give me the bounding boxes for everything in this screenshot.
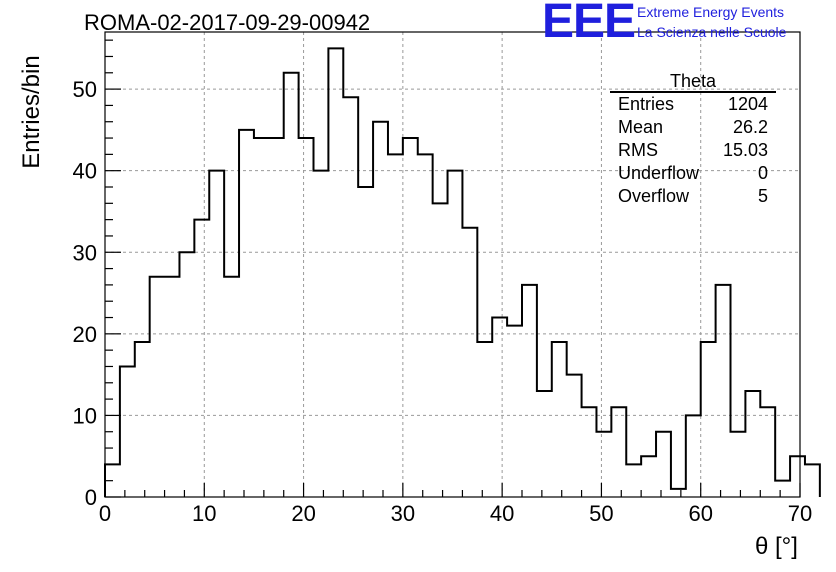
x-tick-label: 30 [391,501,415,526]
stats-label: RMS [618,140,658,160]
stats-value: 26.2 [732,117,768,137]
logo-line-1: Extreme Energy Events [637,4,785,20]
x-axis-label: θ [°] [755,533,798,560]
y-tick-label: 50 [73,77,97,102]
stats-row: RMS 15.03 [610,139,776,162]
stats-title: Theta [610,72,776,93]
stats-value: 0 [757,163,768,183]
plot-frame [104,31,801,498]
logo-line-2: La Scienza nelle Scuole [637,24,787,40]
x-tick-label: 40 [490,501,514,526]
run-title: ROMA-02-2017-09-29-00942 [84,10,371,35]
stats-label: Overflow [618,186,690,206]
stats-label: Mean [618,117,664,137]
y-tick-label: 40 [73,159,97,184]
stats-label: Underflow [618,163,700,183]
x-tick-label: 20 [291,501,315,526]
y-tick-label: 10 [73,403,97,428]
stats-value: 5 [757,186,768,206]
stats-row: Overflow 5 [610,185,776,208]
stats-row: Entries 1204 [610,93,776,116]
eee-logo: EEE [542,0,636,48]
stats-box: Theta Entries 1204 Mean 26.2 RMS 15.03 U… [610,72,776,208]
stats-row: Underflow 0 [610,162,776,185]
x-tick-label: 0 [99,501,111,526]
stats-row: Mean 26.2 [610,116,776,139]
y-tick-label: 30 [73,240,97,265]
x-tick-label: 60 [688,501,712,526]
x-tick-label: 70 [788,501,812,526]
stats-value: 1204 [727,94,768,114]
stats-value: 15.03 [722,140,768,160]
y-tick-label: 0 [85,485,97,510]
x-tick-label: 10 [192,501,216,526]
y-axis-label: Entries/bin [18,55,45,169]
x-tick-label: 50 [589,501,613,526]
stats-label: Entries [618,94,675,114]
histogram-line [104,47,821,497]
y-tick-label: 20 [73,322,97,347]
